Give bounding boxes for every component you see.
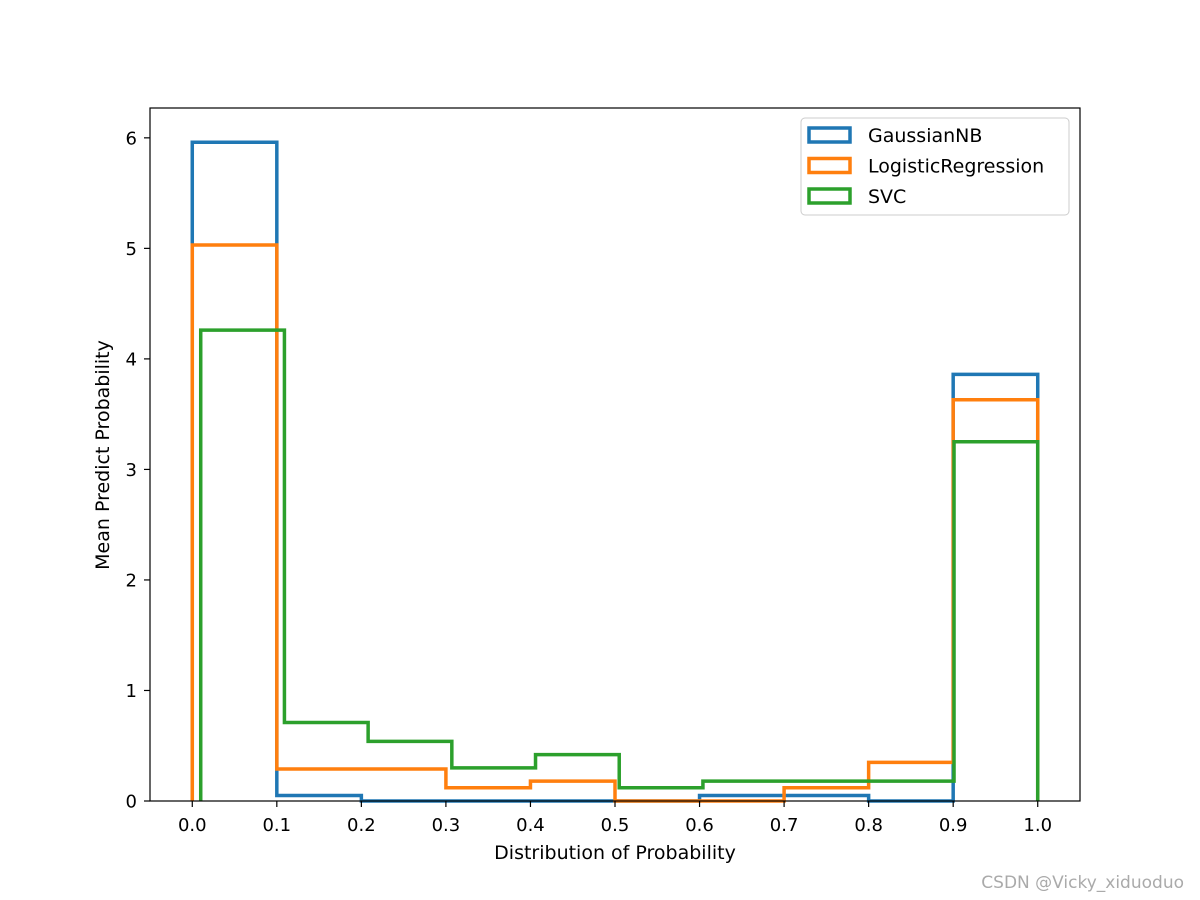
x-axis-label: Distribution of Probability — [494, 842, 736, 864]
legend-item: SVC — [807, 186, 906, 208]
watermark: CSDN @Vicky_xiduoduo — [981, 873, 1184, 893]
legend-label: LogisticRegression — [868, 156, 1044, 178]
bin-bar — [703, 781, 787, 801]
x-tick-label: 0.3 — [432, 815, 461, 836]
x-tick-label: 0.0 — [178, 815, 207, 836]
x-tick-label: 1.0 — [1023, 815, 1052, 836]
bin-bar — [619, 788, 703, 801]
series-2 — [198, 328, 1040, 801]
bin-bar — [536, 755, 620, 801]
y-tick-label: 6 — [126, 128, 137, 149]
bin-bar — [954, 442, 1038, 801]
bin-bar — [368, 741, 452, 801]
legend: GaussianNB LogisticRegression SVC — [800, 117, 1070, 216]
y-tick-label: 3 — [126, 460, 137, 481]
legend-item: GaussianNB — [807, 125, 982, 147]
bin-bar — [787, 781, 871, 801]
x-axis: 0.0 0.1 0.2 0.3 0.4 0.5 0.6 0.7 0.8 0.9 1.0 — [178, 801, 1052, 836]
series-step-line — [198, 328, 1040, 801]
bin-bar — [284, 723, 368, 801]
legend-swatch — [807, 187, 852, 205]
legend-swatch — [807, 126, 852, 144]
y-tick-label: 2 — [126, 570, 137, 591]
y-axis: 0 1 2 3 4 5 6 — [126, 128, 150, 813]
legend-swatch — [807, 156, 852, 175]
x-tick-label: 0.7 — [770, 815, 799, 836]
series-step-line — [190, 243, 1040, 803]
legend-label: GaussianNB — [868, 125, 982, 147]
y-axis-label: Mean Predict Probability — [92, 340, 114, 570]
bin-bar — [870, 781, 954, 801]
y-tick-label: 1 — [126, 681, 137, 702]
x-tick-label: 0.1 — [262, 815, 291, 836]
series-1 — [190, 243, 1040, 803]
legend-label: SVC — [868, 186, 906, 208]
x-tick-label: 0.9 — [939, 815, 968, 836]
x-tick-label: 0.2 — [347, 815, 376, 836]
bin-bar — [201, 330, 285, 801]
legend-item: LogisticRegression — [807, 156, 1044, 178]
y-tick-label: 4 — [126, 349, 137, 370]
bin-bar — [452, 768, 536, 801]
x-tick-label: 0.8 — [854, 815, 883, 836]
x-tick-label: 0.5 — [601, 815, 630, 836]
legend-frame — [800, 117, 1070, 216]
y-tick-label: 0 — [126, 792, 137, 813]
y-tick-label: 5 — [126, 239, 137, 260]
plot-background — [150, 108, 1080, 801]
x-tick-label: 0.4 — [516, 815, 545, 836]
x-tick-label: 0.6 — [685, 815, 714, 836]
